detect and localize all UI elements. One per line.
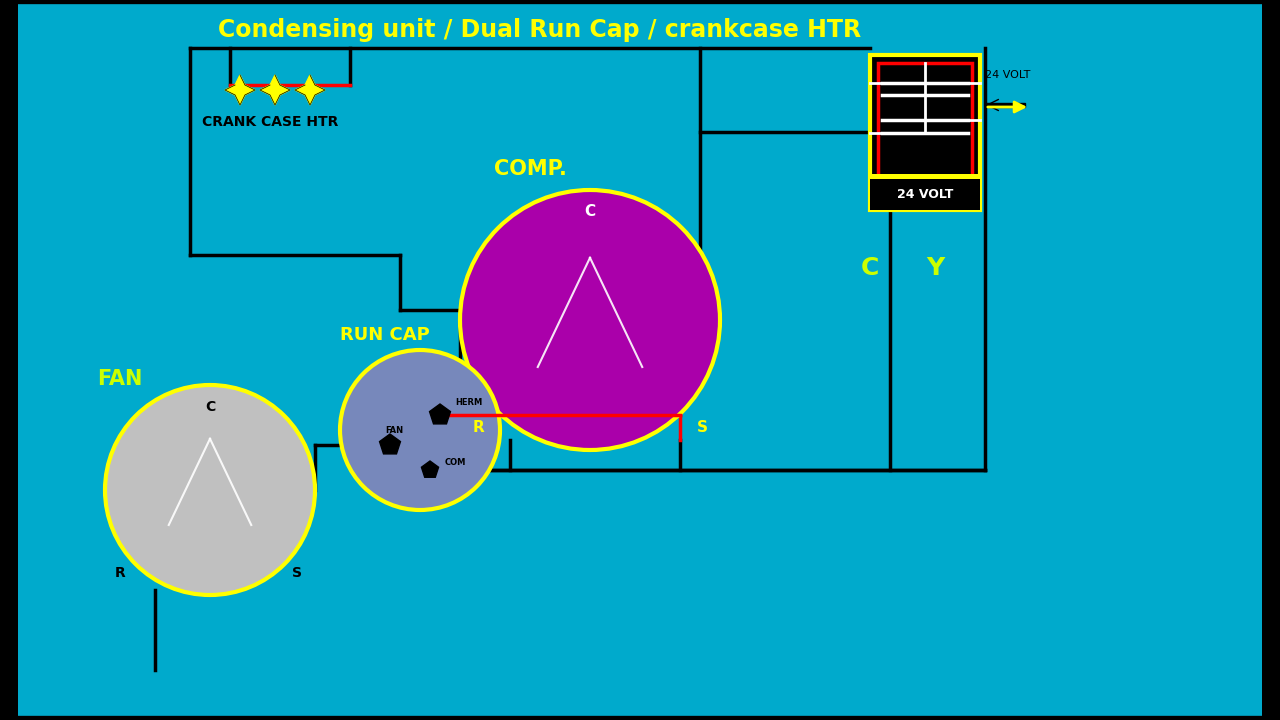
Bar [870, 178, 980, 210]
Text: C: C [861, 256, 879, 280]
Text: RUN CAP: RUN CAP [340, 326, 430, 344]
Text: R: R [472, 420, 484, 436]
Polygon shape [294, 75, 325, 105]
Polygon shape [430, 404, 451, 424]
Bar [1262, 0, 1280, 720]
Text: R: R [115, 566, 125, 580]
Text: FAN: FAN [385, 426, 403, 435]
Text: CRANK CASE HTR: CRANK CASE HTR [202, 115, 338, 129]
Polygon shape [421, 461, 439, 477]
Text: Condensing unit / Dual Run Cap / crankcase HTR: Condensing unit / Dual Run Cap / crankca… [219, 18, 861, 42]
Circle shape [340, 350, 500, 510]
Text: S: S [696, 420, 708, 436]
Text: C: C [205, 400, 215, 414]
Text: S: S [292, 566, 302, 580]
Text: FAN: FAN [97, 369, 142, 389]
Polygon shape [225, 75, 255, 105]
Bar [878, 63, 972, 183]
Text: 24 VOLT: 24 VOLT [986, 70, 1030, 80]
Text: COMP.: COMP. [494, 159, 567, 179]
Polygon shape [380, 434, 401, 454]
Text: Y: Y [925, 256, 945, 280]
Circle shape [105, 385, 315, 595]
Bar [870, 174, 980, 179]
Text: COM: COM [445, 458, 466, 467]
Polygon shape [260, 75, 291, 105]
Bar [0, 0, 18, 720]
Text: C: C [585, 204, 595, 220]
Polygon shape [986, 103, 1025, 107]
Circle shape [460, 190, 719, 450]
Text: 24 VOLT: 24 VOLT [897, 187, 954, 200]
Bar [870, 55, 980, 210]
Text: HERM: HERM [454, 398, 483, 407]
